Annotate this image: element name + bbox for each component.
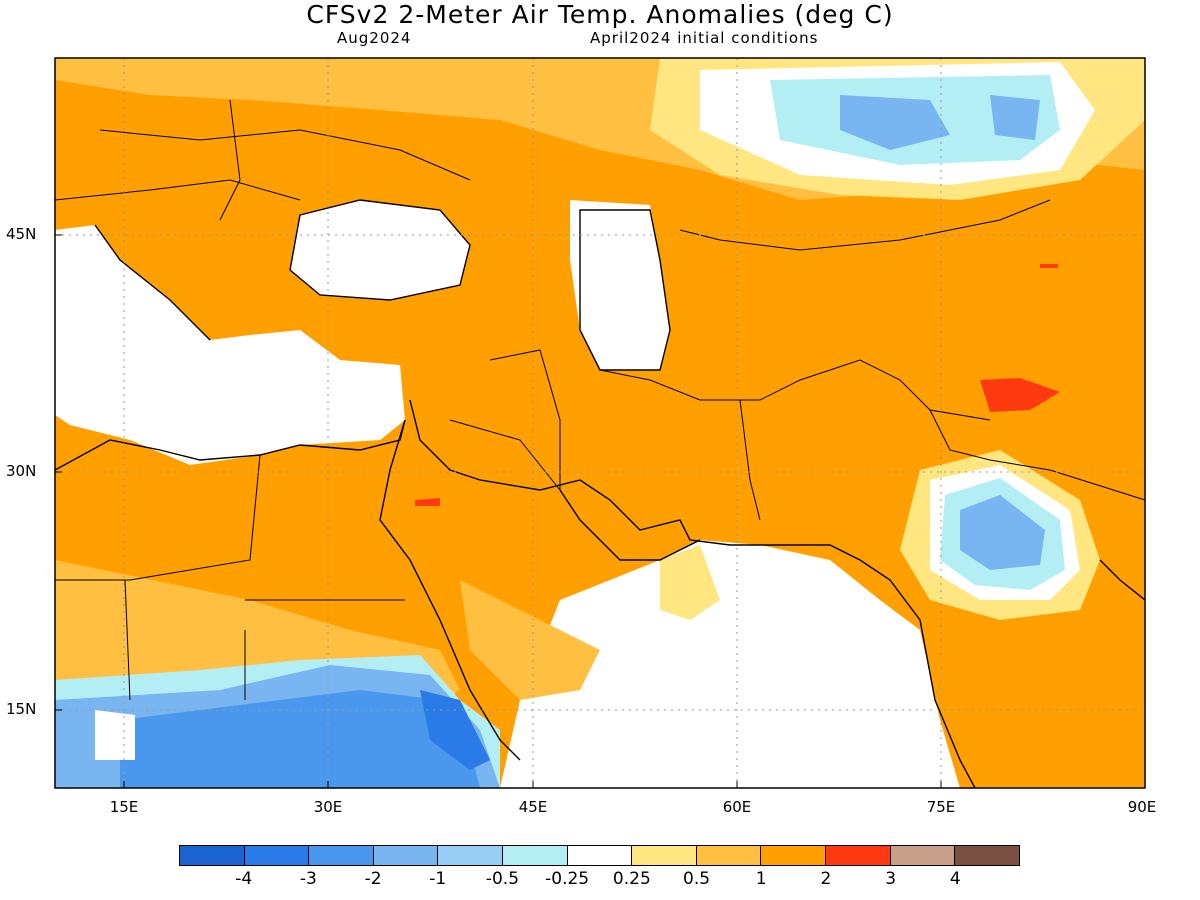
- himalaya-hotspot: [980, 378, 1060, 412]
- legend-level-label: -2: [364, 869, 382, 889]
- legend-swatch: [761, 846, 827, 865]
- legend-swatch: [309, 846, 374, 865]
- axis-ticks: [55, 234, 942, 788]
- map-title: CFSv2 2-Meter Air Temp. Anomalies (deg C…: [306, 0, 894, 29]
- caspian-sea: [570, 200, 670, 370]
- legend-swatch: [180, 846, 245, 865]
- lat-label-45n: 45N: [6, 225, 37, 243]
- ethiopia-core: [420, 690, 490, 770]
- legend-level-label: 0.5: [683, 869, 711, 889]
- legend-level-label: -3: [299, 869, 317, 889]
- plot-frame: [54, 57, 1146, 789]
- arabian-sea: [500, 540, 960, 788]
- yemen-zone: [460, 580, 600, 700]
- anomaly-zone-kazakh-core: [840, 95, 950, 150]
- anomaly-zone-kazakh-core2: [990, 95, 1040, 140]
- legend-swatch: [955, 846, 1019, 865]
- lat-label-15n: 15N: [6, 700, 37, 718]
- legend-swatch: [244, 846, 310, 865]
- legend-swatch: [696, 846, 762, 865]
- legend-level-label: 0.25: [612, 869, 651, 889]
- legend-level-label: 3: [885, 869, 897, 889]
- lon-label-45e: 45E: [518, 798, 548, 816]
- ethiopia-cold: [120, 690, 480, 788]
- india-core: [960, 495, 1045, 570]
- arabia-hotspot: [415, 498, 440, 506]
- lat-lon-grid: [55, 58, 1145, 788]
- lat-label-30n: 30N: [6, 462, 37, 480]
- legend-level-label: -0.25: [545, 869, 590, 889]
- lon-label-30e: 30E: [313, 798, 343, 816]
- legend-level-label: 4: [949, 869, 961, 889]
- initial-conditions: April2024 initial conditions: [590, 29, 819, 47]
- legend-swatch: [438, 846, 504, 865]
- color-legend: [179, 845, 1020, 866]
- legend-swatch: [826, 846, 891, 865]
- country-borders: [55, 99, 1145, 701]
- legend-swatch: [503, 846, 568, 865]
- legend-level-label: 1: [755, 869, 767, 889]
- legend-swatch: [890, 846, 956, 865]
- legend-swatch: [567, 846, 633, 865]
- legend-swatch: [373, 846, 439, 865]
- lon-label-90e: 90E: [1127, 798, 1157, 816]
- legend-swatch: [632, 846, 697, 865]
- oman-coast: [660, 545, 720, 620]
- black-sea: [290, 200, 470, 300]
- lon-label-15e: 15E: [109, 798, 139, 816]
- lon-label-75e: 75E: [926, 798, 956, 816]
- chad-white: [95, 710, 135, 760]
- legend-level-label: -0.5: [485, 869, 520, 889]
- mediterranean-sea: [55, 225, 405, 465]
- valid-month: Aug2024: [337, 29, 412, 47]
- legend-level-label: -4: [235, 869, 253, 889]
- legend-level-label: -1: [429, 869, 447, 889]
- legend-level-label: 2: [820, 869, 832, 889]
- lon-label-60e: 60E: [722, 798, 752, 816]
- china-hotspot: [1040, 264, 1058, 268]
